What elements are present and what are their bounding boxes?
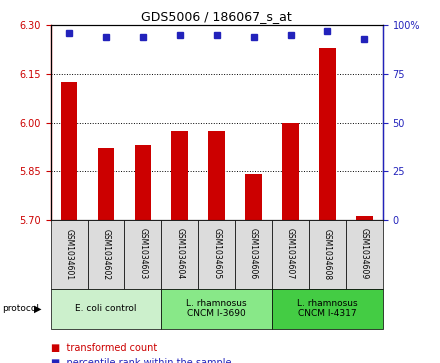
Bar bbox=[309, 220, 346, 289]
Bar bbox=[272, 289, 383, 329]
Text: protocol: protocol bbox=[2, 304, 39, 313]
Text: GSM1034601: GSM1034601 bbox=[65, 229, 73, 280]
Bar bbox=[246, 174, 262, 220]
Title: GDS5006 / 186067_s_at: GDS5006 / 186067_s_at bbox=[141, 10, 292, 23]
Text: L. rhamnosus
CNCM I-4317: L. rhamnosus CNCM I-4317 bbox=[297, 299, 358, 318]
Bar bbox=[98, 148, 114, 220]
Bar bbox=[235, 220, 272, 289]
Bar bbox=[51, 220, 88, 289]
Bar bbox=[356, 216, 373, 220]
Bar bbox=[125, 220, 161, 289]
Text: E. coli control: E. coli control bbox=[75, 304, 137, 313]
Text: L. rhamnosus
CNCM I-3690: L. rhamnosus CNCM I-3690 bbox=[187, 299, 247, 318]
Text: GSM1034607: GSM1034607 bbox=[286, 228, 295, 280]
Bar bbox=[51, 289, 161, 329]
Bar bbox=[272, 220, 309, 289]
Text: GSM1034602: GSM1034602 bbox=[102, 229, 110, 280]
Bar bbox=[209, 131, 225, 220]
Text: GSM1034605: GSM1034605 bbox=[212, 228, 221, 280]
Bar bbox=[346, 220, 383, 289]
Text: ■  transformed count: ■ transformed count bbox=[51, 343, 157, 354]
Text: GSM1034606: GSM1034606 bbox=[249, 228, 258, 280]
Text: GSM1034608: GSM1034608 bbox=[323, 229, 332, 280]
Bar bbox=[319, 48, 336, 220]
Bar bbox=[135, 145, 151, 220]
Text: ▶: ▶ bbox=[34, 303, 41, 314]
Bar bbox=[88, 220, 125, 289]
Text: GSM1034604: GSM1034604 bbox=[175, 228, 184, 280]
Text: GSM1034609: GSM1034609 bbox=[360, 228, 369, 280]
Bar bbox=[161, 289, 272, 329]
Bar bbox=[61, 82, 77, 220]
Text: GSM1034603: GSM1034603 bbox=[138, 228, 147, 280]
Bar bbox=[161, 220, 198, 289]
Bar bbox=[282, 123, 299, 220]
Bar bbox=[172, 131, 188, 220]
Bar bbox=[198, 220, 235, 289]
Text: ■  percentile rank within the sample: ■ percentile rank within the sample bbox=[51, 358, 231, 363]
